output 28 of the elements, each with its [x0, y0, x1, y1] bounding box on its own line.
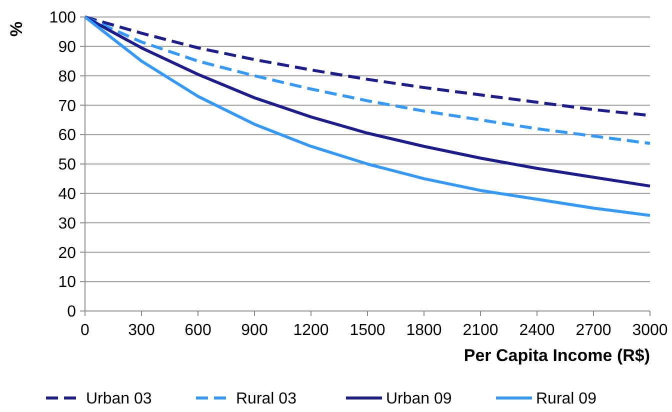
y-tick-label: 90 [58, 39, 76, 56]
y-tick-label: 0 [67, 304, 76, 321]
x-tick-label: 2400 [519, 322, 555, 339]
y-tick-label: 60 [58, 127, 76, 144]
y-tick-label: 80 [58, 68, 76, 86]
y-tick-label: 30 [58, 215, 76, 232]
legend-label: Rural 09 [536, 390, 597, 408]
y-tick-label: 10 [58, 274, 76, 292]
x-tick-label: 2100 [462, 322, 498, 339]
x-tick-label: 1200 [293, 322, 329, 339]
legend-label: Urban 09 [386, 390, 452, 408]
legend-label: Urban 03 [86, 390, 152, 408]
x-tick-label: 1800 [406, 322, 442, 339]
x-tick-label: 1500 [350, 322, 386, 339]
x-tick-label: 2700 [576, 322, 612, 339]
y-tick-label: 70 [58, 98, 76, 115]
x-tick-label: 600 [184, 322, 212, 339]
x-tick-label: 900 [241, 322, 268, 339]
x-axis-title: Per Capita Income (R$) [464, 346, 650, 365]
y-tick-label: 50 [58, 156, 76, 174]
y-tick-label: 20 [58, 244, 76, 262]
x-tick-label: 300 [128, 322, 155, 339]
y-axis-title: % [7, 21, 26, 37]
x-tick-label: 3000 [632, 322, 668, 339]
x-tick-label: 0 [80, 322, 90, 339]
legend-label: Rural 03 [236, 390, 297, 408]
y-tick-label: 100 [49, 10, 76, 27]
y-tick-label: 40 [58, 186, 76, 203]
